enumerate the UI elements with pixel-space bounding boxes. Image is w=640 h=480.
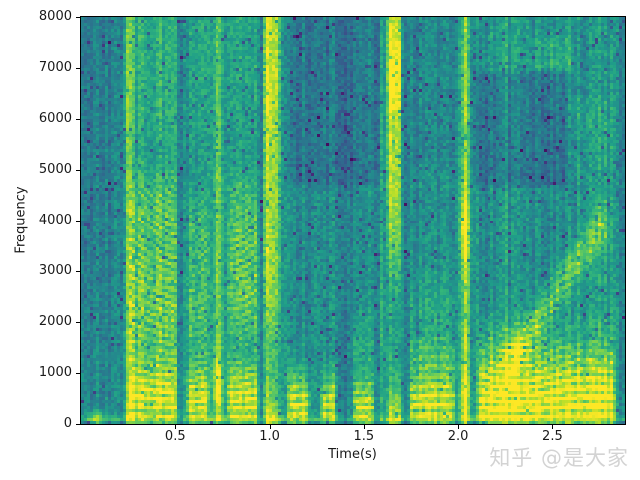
x-tick-mark [458,425,460,429]
y-tick-label: 5000 [38,161,72,177]
y-tick-mark [76,373,80,375]
spectrogram-canvas [81,17,625,424]
y-tick-mark [76,67,80,69]
y-tick-mark [76,220,80,222]
x-tick-label: 1.0 [259,429,280,444]
y-tick-label: 6000 [38,110,72,126]
y-tick-mark [76,169,80,171]
y-tick-label: 2000 [38,314,72,330]
y-tick-label: 8000 [38,9,72,24]
x-axis-label: Time(s) [328,447,377,462]
y-tick-label: 0 [63,416,72,431]
x-tick-mark [552,425,554,429]
y-tick-label: 7000 [38,59,72,75]
y-tick-mark [76,424,80,425]
x-tick-mark [175,425,177,429]
x-tick-mark [363,425,365,429]
y-tick-mark [76,118,80,120]
x-tick-label: 2.0 [447,429,469,444]
y-tick-mark [76,17,80,18]
y-tick-mark [76,322,80,324]
y-tick-mark [76,271,80,273]
x-tick-mark [269,425,271,429]
x-tick-label: 0.5 [164,429,186,444]
x-tick-label: 1.5 [353,429,375,444]
y-tick-label: 4000 [38,212,72,228]
y-tick-label: 3000 [38,263,72,279]
watermark: 知乎 @是大家 [489,446,629,470]
plot-area [80,16,626,425]
y-tick-label: 1000 [38,365,72,381]
x-tick-label: 2.5 [542,429,563,444]
